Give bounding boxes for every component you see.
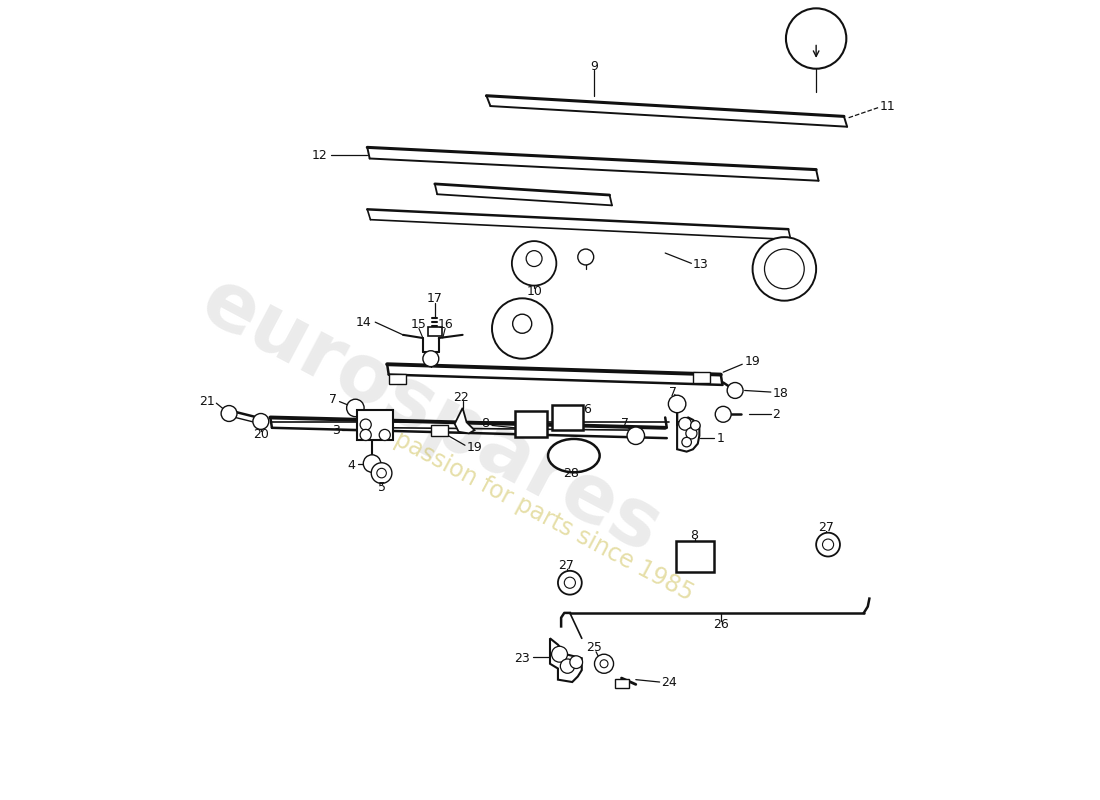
Text: 7: 7 [669, 386, 678, 398]
Ellipse shape [548, 439, 600, 472]
Text: 12: 12 [311, 149, 328, 162]
Text: 19: 19 [466, 441, 482, 454]
Circle shape [785, 8, 846, 69]
FancyBboxPatch shape [551, 405, 583, 430]
Text: 25: 25 [586, 642, 602, 654]
Circle shape [564, 577, 575, 588]
Text: 16: 16 [438, 318, 453, 331]
Circle shape [715, 406, 732, 422]
Circle shape [669, 395, 686, 413]
Circle shape [551, 646, 568, 662]
Text: 27: 27 [818, 521, 835, 534]
Circle shape [570, 656, 583, 669]
Circle shape [513, 314, 531, 334]
Circle shape [578, 249, 594, 265]
Circle shape [601, 660, 608, 668]
Circle shape [422, 350, 439, 366]
Text: 8: 8 [482, 418, 490, 430]
FancyBboxPatch shape [693, 372, 711, 382]
Text: 19: 19 [745, 355, 760, 368]
Circle shape [221, 406, 236, 422]
Polygon shape [454, 408, 474, 434]
Text: 28: 28 [563, 466, 580, 479]
Text: 13: 13 [693, 258, 708, 271]
Polygon shape [678, 402, 700, 452]
FancyBboxPatch shape [358, 410, 393, 440]
Circle shape [377, 468, 386, 478]
Text: a passion for parts since 1985: a passion for parts since 1985 [371, 417, 697, 606]
Text: 9: 9 [590, 60, 597, 73]
Text: 11: 11 [880, 99, 895, 113]
Polygon shape [550, 638, 582, 682]
Text: 18: 18 [772, 387, 789, 400]
FancyBboxPatch shape [428, 327, 442, 337]
Circle shape [682, 438, 692, 447]
Circle shape [594, 654, 614, 674]
Circle shape [752, 237, 816, 301]
Text: 6: 6 [583, 403, 591, 416]
Text: 26: 26 [713, 618, 728, 630]
Circle shape [560, 659, 574, 674]
Text: 2: 2 [772, 408, 780, 421]
Text: 5: 5 [377, 481, 386, 494]
FancyBboxPatch shape [515, 411, 547, 437]
Text: 27: 27 [558, 558, 574, 572]
Circle shape [372, 462, 392, 483]
Circle shape [679, 418, 692, 430]
Circle shape [691, 421, 701, 430]
Circle shape [686, 428, 697, 439]
Circle shape [253, 414, 268, 430]
Circle shape [627, 427, 645, 445]
Circle shape [727, 382, 744, 398]
FancyBboxPatch shape [388, 374, 406, 384]
Circle shape [526, 250, 542, 266]
Circle shape [363, 455, 381, 472]
Circle shape [360, 419, 372, 430]
Circle shape [816, 533, 840, 557]
Text: 21: 21 [199, 395, 214, 408]
Text: 10: 10 [526, 286, 542, 298]
Circle shape [558, 571, 582, 594]
Circle shape [492, 298, 552, 358]
Text: 15: 15 [411, 318, 427, 331]
Circle shape [379, 430, 390, 441]
Text: 8: 8 [691, 529, 698, 542]
Circle shape [823, 539, 834, 550]
Text: 24: 24 [661, 675, 676, 689]
Text: 22: 22 [453, 391, 469, 404]
Circle shape [346, 399, 364, 417]
Text: 1: 1 [717, 432, 725, 445]
Text: 4: 4 [348, 458, 355, 472]
Text: 7: 7 [620, 418, 629, 430]
Text: 7: 7 [329, 394, 337, 406]
Text: eurospares: eurospares [188, 262, 674, 570]
Circle shape [764, 249, 804, 289]
Circle shape [512, 241, 557, 286]
FancyBboxPatch shape [615, 679, 629, 688]
FancyBboxPatch shape [675, 542, 714, 571]
Text: 14: 14 [355, 316, 372, 329]
Text: 23: 23 [515, 652, 530, 665]
Text: 20: 20 [253, 429, 268, 442]
Circle shape [360, 430, 372, 441]
FancyBboxPatch shape [431, 426, 449, 436]
Text: 17: 17 [427, 292, 442, 305]
Text: 3: 3 [331, 424, 340, 437]
